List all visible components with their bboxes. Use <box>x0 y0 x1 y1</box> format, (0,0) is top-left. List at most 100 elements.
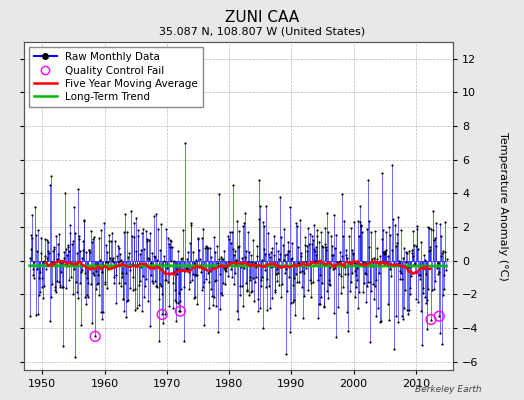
Point <box>318 280 326 286</box>
Point <box>427 316 435 323</box>
Point <box>139 226 148 232</box>
Point <box>82 248 90 255</box>
Point <box>96 257 105 264</box>
Point <box>53 278 61 285</box>
Point <box>270 287 279 293</box>
Point <box>161 276 169 283</box>
Point <box>84 294 92 300</box>
Point <box>127 232 136 239</box>
Point <box>119 296 127 302</box>
Point <box>261 284 270 290</box>
Point <box>97 227 106 233</box>
Point <box>47 172 55 179</box>
Point <box>369 255 378 261</box>
Point <box>41 253 49 260</box>
Point <box>137 264 146 270</box>
Point <box>52 289 60 296</box>
Point <box>27 246 35 252</box>
Point <box>387 273 395 279</box>
Point <box>212 277 220 284</box>
Point <box>256 203 265 210</box>
Point <box>35 292 43 298</box>
Point <box>143 236 151 242</box>
Point <box>321 244 330 250</box>
Point <box>188 276 196 283</box>
Point <box>91 333 100 340</box>
Point <box>59 255 68 262</box>
Point <box>291 312 299 319</box>
Point <box>60 249 68 255</box>
Point <box>193 301 201 307</box>
Point <box>220 265 228 271</box>
Point <box>46 182 54 188</box>
Point <box>159 258 168 264</box>
Point <box>332 232 340 238</box>
Point <box>47 259 56 266</box>
Point <box>378 235 386 242</box>
Point <box>64 248 73 254</box>
Point <box>99 262 107 268</box>
Point <box>46 317 54 324</box>
Point <box>302 259 310 265</box>
Point <box>409 228 417 234</box>
Point <box>187 221 195 228</box>
Point <box>430 234 439 241</box>
Point <box>434 268 443 275</box>
Point <box>323 210 331 217</box>
Point <box>174 248 182 254</box>
Point <box>397 269 406 276</box>
Y-axis label: Temperature Anomaly (°C): Temperature Anomaly (°C) <box>498 132 508 280</box>
Point <box>407 263 415 269</box>
Point <box>85 246 94 253</box>
Point <box>422 296 431 303</box>
Point <box>289 282 297 288</box>
Point <box>65 277 73 284</box>
Point <box>233 308 241 314</box>
Point <box>68 241 76 247</box>
Point <box>392 240 401 247</box>
Point <box>255 216 264 222</box>
Point <box>223 263 231 270</box>
Point <box>328 252 336 259</box>
Point <box>302 265 311 271</box>
Point <box>283 251 291 257</box>
Point <box>363 226 371 232</box>
Point <box>83 275 92 281</box>
Point <box>376 253 384 260</box>
Point <box>134 227 142 234</box>
Point <box>76 280 84 286</box>
Point <box>122 270 130 276</box>
Point <box>118 274 126 280</box>
Point <box>372 276 380 283</box>
Point <box>358 263 367 269</box>
Point <box>208 293 216 299</box>
Point <box>107 263 115 270</box>
Point <box>374 305 382 312</box>
Point <box>389 262 398 268</box>
Point <box>101 278 109 285</box>
Point <box>315 239 323 245</box>
Point <box>286 329 294 335</box>
Point <box>353 264 362 271</box>
Point <box>309 278 318 285</box>
Point <box>39 295 48 302</box>
Point <box>429 207 437 214</box>
Point <box>207 254 215 260</box>
Point <box>31 204 39 210</box>
Point <box>426 244 434 250</box>
Point <box>212 243 221 250</box>
Point <box>352 271 360 278</box>
Point <box>420 263 428 269</box>
Point <box>67 274 75 281</box>
Point <box>170 287 179 293</box>
Point <box>61 190 69 196</box>
Point <box>196 269 205 275</box>
Point <box>335 258 344 264</box>
Point <box>38 274 46 281</box>
Point <box>392 242 400 249</box>
Point <box>373 256 381 262</box>
Point <box>130 306 139 313</box>
Legend: Raw Monthly Data, Quality Control Fail, Five Year Moving Average, Long-Term Tren: Raw Monthly Data, Quality Control Fail, … <box>29 47 203 107</box>
Point <box>133 304 141 311</box>
Point <box>126 267 135 274</box>
